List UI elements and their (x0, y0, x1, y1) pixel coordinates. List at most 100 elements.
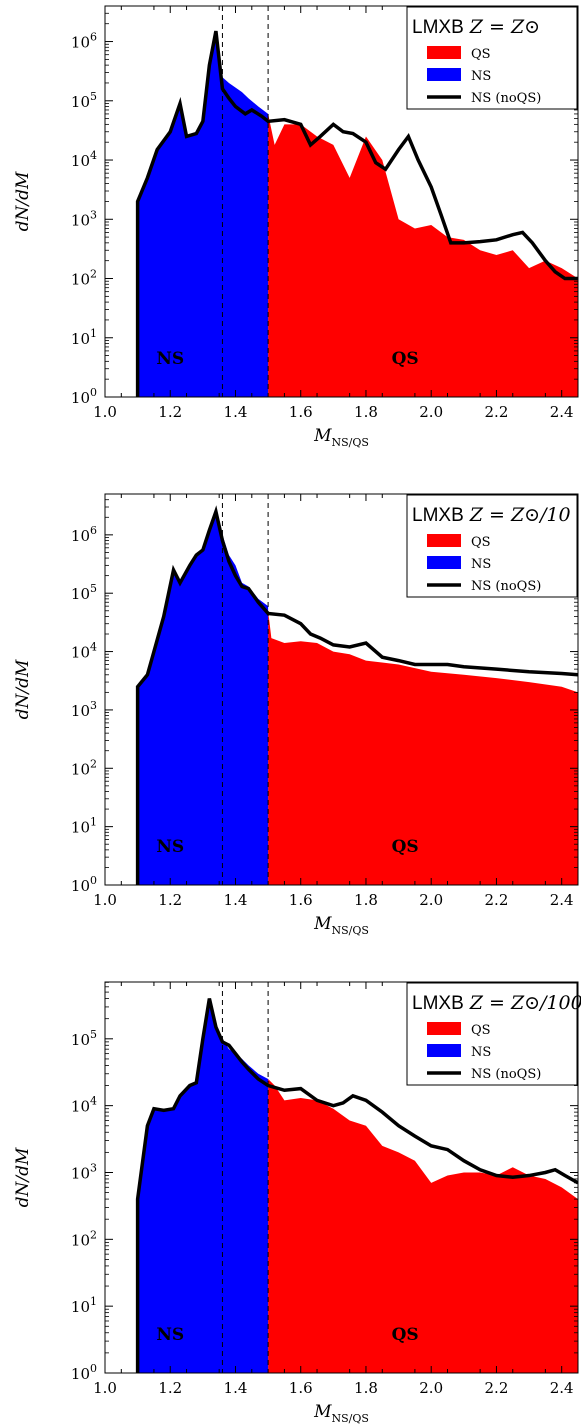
legend-item-ns-label: NS (471, 69, 491, 84)
legend-item-qs-swatch (427, 534, 461, 547)
y-tick-base: 10 (71, 211, 90, 229)
x-tick-label: 2.4 (550, 403, 574, 421)
legend-item-qs: QS (427, 46, 491, 62)
legend-item-noqs: NS (noQS) (427, 1067, 541, 1082)
chart-panel-2: NS QS1.0 1.2 1.4 1.6 1.8 2.0 2.2 2.4100101102103… (13, 493, 579, 937)
y-tick-exp: 5 (90, 1028, 97, 1041)
x-axis-label-sub: NS/QS (332, 1412, 369, 1424)
x-tick-label: 1.2 (158, 403, 182, 421)
y-tick-base: 10 (71, 1298, 90, 1316)
legend-item-noqs: NS (noQS) (427, 91, 541, 106)
x-axis: 1.0 1.2 1.4 1.6 1.8 2.0 2.2 2.4 (93, 494, 574, 909)
x-tick-label: 2.0 (419, 1379, 443, 1397)
legend-title-text: LMXB (412, 17, 464, 38)
y-tick-label: 105 (71, 582, 97, 603)
y-tick-exp: 2 (90, 757, 97, 770)
legend: LMXB Z = Z⊙/10 QS NS NS (noQS) (406, 494, 578, 598)
x-tick-label: 2.2 (485, 1379, 509, 1397)
qs-area (268, 113, 578, 397)
region-label-ns: NS (156, 1325, 184, 1345)
y-tick-base: 10 (71, 93, 90, 111)
x-axis-label-main: M (313, 914, 332, 934)
legend: LMXB Z = Z⊙/100 QS NS NS (noQS) (406, 982, 581, 1086)
x-tick-label: 1.2 (158, 891, 182, 909)
y-tick-base: 10 (71, 34, 90, 52)
x-axis-label-sub: NS/QS (332, 436, 369, 449)
y-tick-base: 10 (71, 877, 90, 895)
x-tick-label: 2.4 (550, 891, 574, 909)
y-tick-base: 10 (71, 271, 90, 289)
plot-area: NS QS (135, 982, 578, 1373)
x-tick-label: 2.4 (550, 1379, 574, 1397)
y-tick-label: 103 (71, 1161, 97, 1182)
y-tick-label: 106 (71, 524, 97, 545)
legend-title-text: LMXB (412, 505, 464, 526)
chart-panel-3: NS QS1.0 1.2 1.4 1.6 1.8 2.0 2.2 2.4100101102103… (13, 981, 581, 1425)
legend-item-ns: NS (427, 556, 491, 572)
x-tick-label: 1.2 (158, 1379, 182, 1397)
y-tick-label: 103 (71, 699, 97, 720)
legend: LMXB Z = Z⊙ QS NS NS (noQS) (406, 6, 578, 110)
y-tick-label: 104 (71, 641, 97, 662)
y-tick-label: 100 (71, 874, 97, 895)
y-axis-label: dN/dM (13, 1147, 33, 1207)
legend-item-noqs-label: NS (noQS) (471, 1067, 541, 1082)
x-axis: 1.0 1.2 1.4 1.6 1.8 2.0 2.2 2.4 (93, 6, 574, 421)
y-tick-base: 10 (71, 1031, 90, 1049)
legend-item-ns-swatch (427, 1044, 461, 1057)
y-tick-base: 10 (71, 760, 90, 778)
region-label-ns: NS (156, 837, 184, 857)
y-tick-label: 106 (71, 31, 97, 52)
y-tick-exp: 0 (90, 1362, 97, 1375)
x-tick-label: 1.8 (354, 891, 378, 909)
y-tick-label: 100 (71, 1362, 97, 1383)
y-tick-exp: 3 (90, 1161, 97, 1174)
x-tick-label: 1.4 (224, 403, 248, 421)
y-tick-base: 10 (71, 819, 90, 837)
y-tick-base: 10 (71, 527, 90, 545)
legend-title-math: Z = Z⊙/10 (469, 504, 571, 526)
legend-title: LMXB Z = Z⊙ (412, 16, 540, 38)
y-tick-label: 103 (71, 208, 97, 229)
x-tick-label: 1.6 (289, 403, 313, 421)
x-tick-label: 1.6 (289, 891, 313, 909)
y-tick-base: 10 (71, 585, 90, 603)
y-tick-base: 10 (71, 702, 90, 720)
y-tick-label: 100 (71, 386, 97, 407)
y-tick-base: 10 (71, 389, 90, 407)
noqs-line (135, 30, 578, 397)
y-tick-exp: 4 (90, 149, 97, 162)
y-tick-label: 101 (71, 327, 97, 348)
qs-area (268, 1079, 578, 1373)
legend-item-ns-swatch (427, 68, 461, 81)
x-axis: 1.0 1.2 1.4 1.6 1.8 2.0 2.2 2.4 (93, 982, 574, 1397)
y-tick-exp: 0 (90, 874, 97, 887)
x-tick-label: 2.0 (419, 403, 443, 421)
legend-item-ns-swatch (427, 556, 461, 569)
y-tick-exp: 4 (90, 1095, 97, 1108)
y-tick-exp: 2 (90, 268, 97, 281)
x-tick-label: 1.4 (224, 891, 248, 909)
x-tick-label: 2.0 (419, 891, 443, 909)
x-axis-label: MNS/QS (313, 914, 369, 937)
x-axis-label-sub: NS/QS (332, 924, 369, 937)
region-label-qs: QS (392, 1325, 419, 1345)
legend-item-noqs-label: NS (noQS) (471, 579, 541, 594)
y-axis-label: dN/dM (13, 171, 33, 231)
chart-panel-1: NS QS1.0 1.2 1.4 1.6 1.8 2.0 2.2 2.4100101102103… (13, 5, 579, 449)
plot-area: NS QS (135, 6, 578, 397)
legend-item-ns-label: NS (471, 557, 491, 572)
y-tick-label: 104 (71, 149, 97, 170)
legend-title-text: LMXB (412, 993, 464, 1014)
y-tick-exp: 1 (90, 327, 97, 340)
x-axis-label-main: M (313, 1402, 332, 1422)
y-tick-label: 102 (71, 268, 97, 289)
y-tick-exp: 2 (90, 1228, 97, 1241)
legend-item-qs: QS (427, 534, 491, 550)
y-tick-exp: 6 (90, 524, 97, 537)
legend-item-ns: NS (427, 68, 491, 84)
y-axis-label: dN/dM (13, 659, 33, 719)
legend-item-qs-swatch (427, 46, 461, 59)
legend-item-noqs-label: NS (noQS) (471, 91, 541, 106)
